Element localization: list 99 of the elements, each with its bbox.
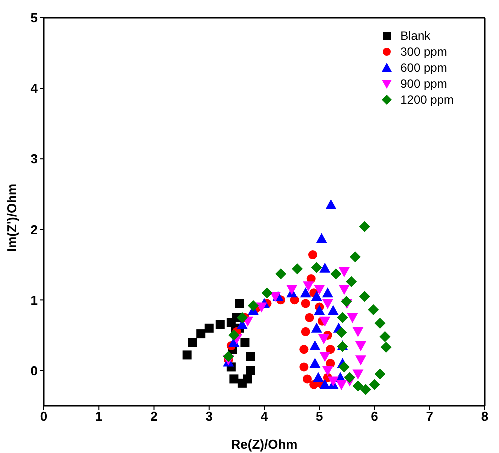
point — [188, 338, 198, 348]
point — [359, 291, 370, 302]
point — [338, 362, 350, 373]
legend-label: Blank — [400, 29, 431, 43]
point — [337, 312, 348, 324]
point — [262, 288, 273, 299]
point — [355, 356, 366, 366]
point — [236, 312, 248, 324]
point — [320, 262, 331, 273]
point — [310, 340, 321, 351]
point — [374, 368, 386, 380]
point — [328, 376, 339, 387]
point — [301, 299, 310, 308]
y-tick-label: 5 — [30, 10, 38, 26]
point — [308, 250, 318, 260]
point — [347, 313, 358, 324]
y-tick-label: 4 — [30, 81, 39, 96]
point — [328, 305, 339, 316]
point — [300, 362, 309, 372]
y-tick-label: 0 — [30, 363, 38, 378]
point — [380, 331, 391, 342]
point — [344, 372, 356, 384]
point — [182, 350, 192, 360]
point — [311, 322, 322, 333]
point — [256, 302, 268, 313]
legend-label: 600 ppm — [400, 61, 448, 75]
point — [341, 296, 352, 308]
y-tick-label: 2 — [30, 222, 38, 238]
point — [330, 268, 342, 280]
point — [316, 233, 328, 244]
point — [303, 282, 314, 292]
point — [322, 299, 334, 310]
x-tick-label: 0 — [40, 409, 48, 424]
point — [338, 267, 350, 278]
point — [374, 318, 386, 329]
legend-label: 1200 ppm — [400, 93, 454, 107]
point — [318, 334, 330, 344]
x-tick-label: 3 — [206, 409, 213, 424]
x-tick-label: 6 — [371, 409, 378, 424]
point — [302, 374, 312, 384]
y-tick-label: 3 — [30, 152, 38, 167]
x-tick-label: 5 — [316, 409, 324, 424]
x-tick-label: 1 — [96, 409, 103, 424]
point — [369, 379, 380, 390]
point — [305, 313, 314, 322]
point — [368, 304, 380, 316]
point — [359, 221, 370, 232]
point — [311, 262, 322, 274]
point — [238, 378, 247, 388]
point — [246, 366, 256, 376]
point — [322, 366, 334, 376]
point — [276, 268, 287, 280]
point — [311, 291, 322, 302]
point — [360, 384, 372, 396]
point — [228, 330, 240, 341]
point — [230, 374, 239, 384]
point — [196, 330, 206, 339]
point — [223, 351, 234, 362]
legend-label: 300 ppm — [400, 45, 448, 59]
point — [326, 199, 337, 210]
point — [216, 320, 225, 330]
point — [301, 327, 310, 336]
y-axis-title: Im(Z')/Ohm — [4, 184, 20, 252]
point — [313, 372, 324, 382]
x-axis-title: Re(Z)/Ohm — [231, 437, 298, 452]
x-tick-label: 4 — [260, 409, 269, 424]
point — [338, 285, 350, 296]
point — [292, 264, 304, 275]
point — [322, 288, 334, 298]
legend-label: 900 ppm — [400, 77, 448, 91]
x-tick-label: 2 — [150, 409, 158, 424]
point — [355, 342, 366, 352]
point — [246, 352, 256, 362]
point — [320, 316, 331, 327]
y-tick-label: 1 — [30, 292, 38, 308]
point — [352, 370, 364, 380]
x-tick-label: 7 — [426, 409, 434, 424]
point — [310, 358, 321, 368]
point — [346, 276, 358, 288]
point — [270, 292, 282, 302]
point — [350, 252, 361, 263]
point — [320, 379, 331, 390]
point — [352, 327, 364, 338]
point — [300, 288, 312, 298]
point — [352, 380, 364, 392]
point — [326, 345, 336, 354]
point — [248, 300, 259, 312]
point — [235, 299, 244, 308]
point — [320, 352, 331, 362]
point — [380, 342, 392, 353]
point — [286, 285, 298, 296]
point — [336, 327, 348, 338]
point — [204, 324, 214, 333]
point — [314, 285, 326, 296]
x-tick-label: 8 — [481, 409, 489, 424]
point — [300, 345, 309, 354]
point — [314, 305, 326, 316]
point — [240, 338, 250, 348]
point — [336, 380, 348, 390]
